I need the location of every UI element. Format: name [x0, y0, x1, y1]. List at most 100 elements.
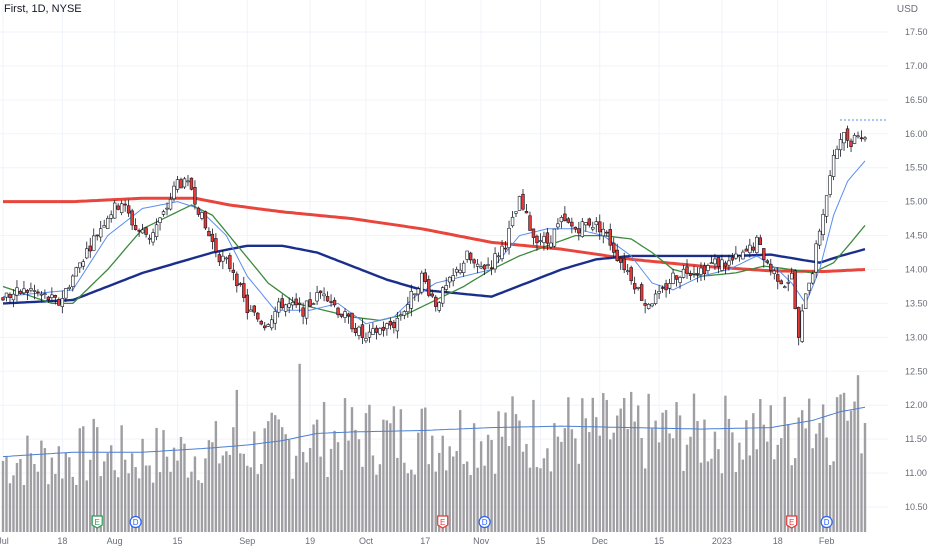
volume-bar	[284, 434, 287, 532]
candle-body	[716, 256, 721, 268]
volume-bar	[650, 428, 654, 532]
volume-bar	[103, 461, 106, 532]
svg-text:E: E	[95, 518, 100, 527]
candle-body	[325, 296, 330, 302]
price-axis[interactable]: 17.50 17.00 16.50 16.00 15.50 15.00 14.50 14.00…	[905, 27, 928, 512]
volume-bar	[549, 471, 553, 532]
volume-bar	[333, 430, 336, 532]
dividend-marker[interactable]: D	[129, 515, 142, 529]
volume-bar	[54, 473, 57, 532]
earnings-marker[interactable]: E	[91, 515, 103, 529]
volume-bar	[270, 412, 273, 532]
volume-bar	[158, 472, 162, 532]
volume-bar	[598, 435, 601, 532]
volume-bar	[528, 467, 532, 532]
volume-bar	[441, 435, 444, 532]
candle-body	[685, 266, 689, 274]
candle-body	[681, 268, 686, 278]
volume-bar	[486, 434, 490, 532]
candle-body	[814, 243, 818, 273]
volume-bar	[755, 449, 759, 532]
volume-bars	[1, 363, 867, 532]
volume-bar	[472, 423, 476, 532]
volume-bar	[312, 424, 315, 532]
volume-bar	[602, 393, 605, 532]
dividend-marker[interactable]: D	[820, 515, 833, 529]
y-tick-label: 17.50	[905, 27, 928, 37]
volume-bar	[776, 444, 779, 532]
volume-bar	[36, 471, 40, 532]
volume-bar	[287, 439, 291, 532]
candle-body	[413, 293, 417, 296]
candles	[1, 125, 867, 346]
candle-body	[350, 312, 354, 330]
candle-body	[409, 291, 414, 309]
volume-bar	[89, 459, 92, 532]
x-tick-label: Oct	[359, 536, 374, 546]
candle-body	[643, 303, 647, 306]
candle-body	[53, 295, 58, 298]
volume-bar	[71, 476, 74, 532]
volume-bar	[689, 436, 692, 532]
volume-bar	[43, 448, 47, 532]
volume-bar	[256, 474, 259, 532]
candle-body	[123, 203, 127, 206]
candle-body	[671, 272, 675, 284]
candle-body	[556, 223, 560, 228]
volume-bar	[570, 429, 574, 532]
volume-bar	[232, 427, 235, 532]
candle-body	[78, 262, 82, 269]
x-tick-label: 15	[172, 536, 182, 546]
candle-body	[126, 205, 131, 214]
volume-bar	[280, 427, 284, 532]
volume-bar	[654, 420, 657, 532]
time-axis[interactable]: Jul 18 Aug 15 Sep 19 Oct 17 Nov 15 Dec 15 2023 18 Feb	[0, 536, 834, 546]
y-tick-label: 11.50	[905, 434, 927, 444]
candle-body	[448, 276, 452, 283]
candle-body	[238, 283, 243, 285]
candle-body	[479, 266, 483, 269]
currency-label: USD	[896, 4, 918, 15]
candle-body	[99, 228, 103, 238]
candle-body	[221, 255, 225, 262]
earnings-marker[interactable]: E	[786, 515, 798, 529]
candle-body	[594, 221, 598, 226]
volume-bar	[706, 461, 710, 532]
candle-body	[18, 290, 23, 294]
volume-bar	[574, 438, 577, 532]
earnings-marker[interactable]: E	[437, 515, 449, 529]
candle-body	[280, 298, 284, 309]
candle-body	[203, 211, 208, 229]
candle-body	[277, 301, 281, 313]
candle-body	[105, 218, 110, 229]
volume-ma-line	[2, 406, 866, 458]
volume-bar	[811, 448, 814, 532]
dividend-marker[interactable]: D	[478, 515, 491, 529]
volume-bar	[305, 462, 308, 532]
volume-bar	[794, 458, 797, 532]
candle-body	[465, 250, 469, 260]
candle-body	[322, 293, 326, 297]
candle-body	[783, 286, 787, 289]
candle-body	[210, 233, 215, 242]
candle-body	[598, 221, 602, 233]
volume-ma	[2, 406, 866, 458]
candle-body	[290, 301, 295, 306]
volume-bar	[8, 483, 12, 532]
volume-bar	[483, 465, 486, 532]
candle-body	[807, 282, 811, 291]
symbol-legend[interactable]: First, 1D, NYSE	[4, 3, 82, 15]
volume-bar	[193, 456, 197, 532]
volume-bar	[622, 397, 626, 532]
volume-bar	[595, 417, 598, 532]
candle-body	[528, 215, 532, 231]
candle-body	[395, 317, 400, 332]
candle-body	[573, 226, 578, 230]
x-tick-label: 19	[305, 536, 315, 546]
candle-body	[263, 325, 267, 329]
volume-bar	[396, 457, 399, 532]
candle-body	[709, 262, 714, 265]
volume-bar	[375, 474, 378, 532]
